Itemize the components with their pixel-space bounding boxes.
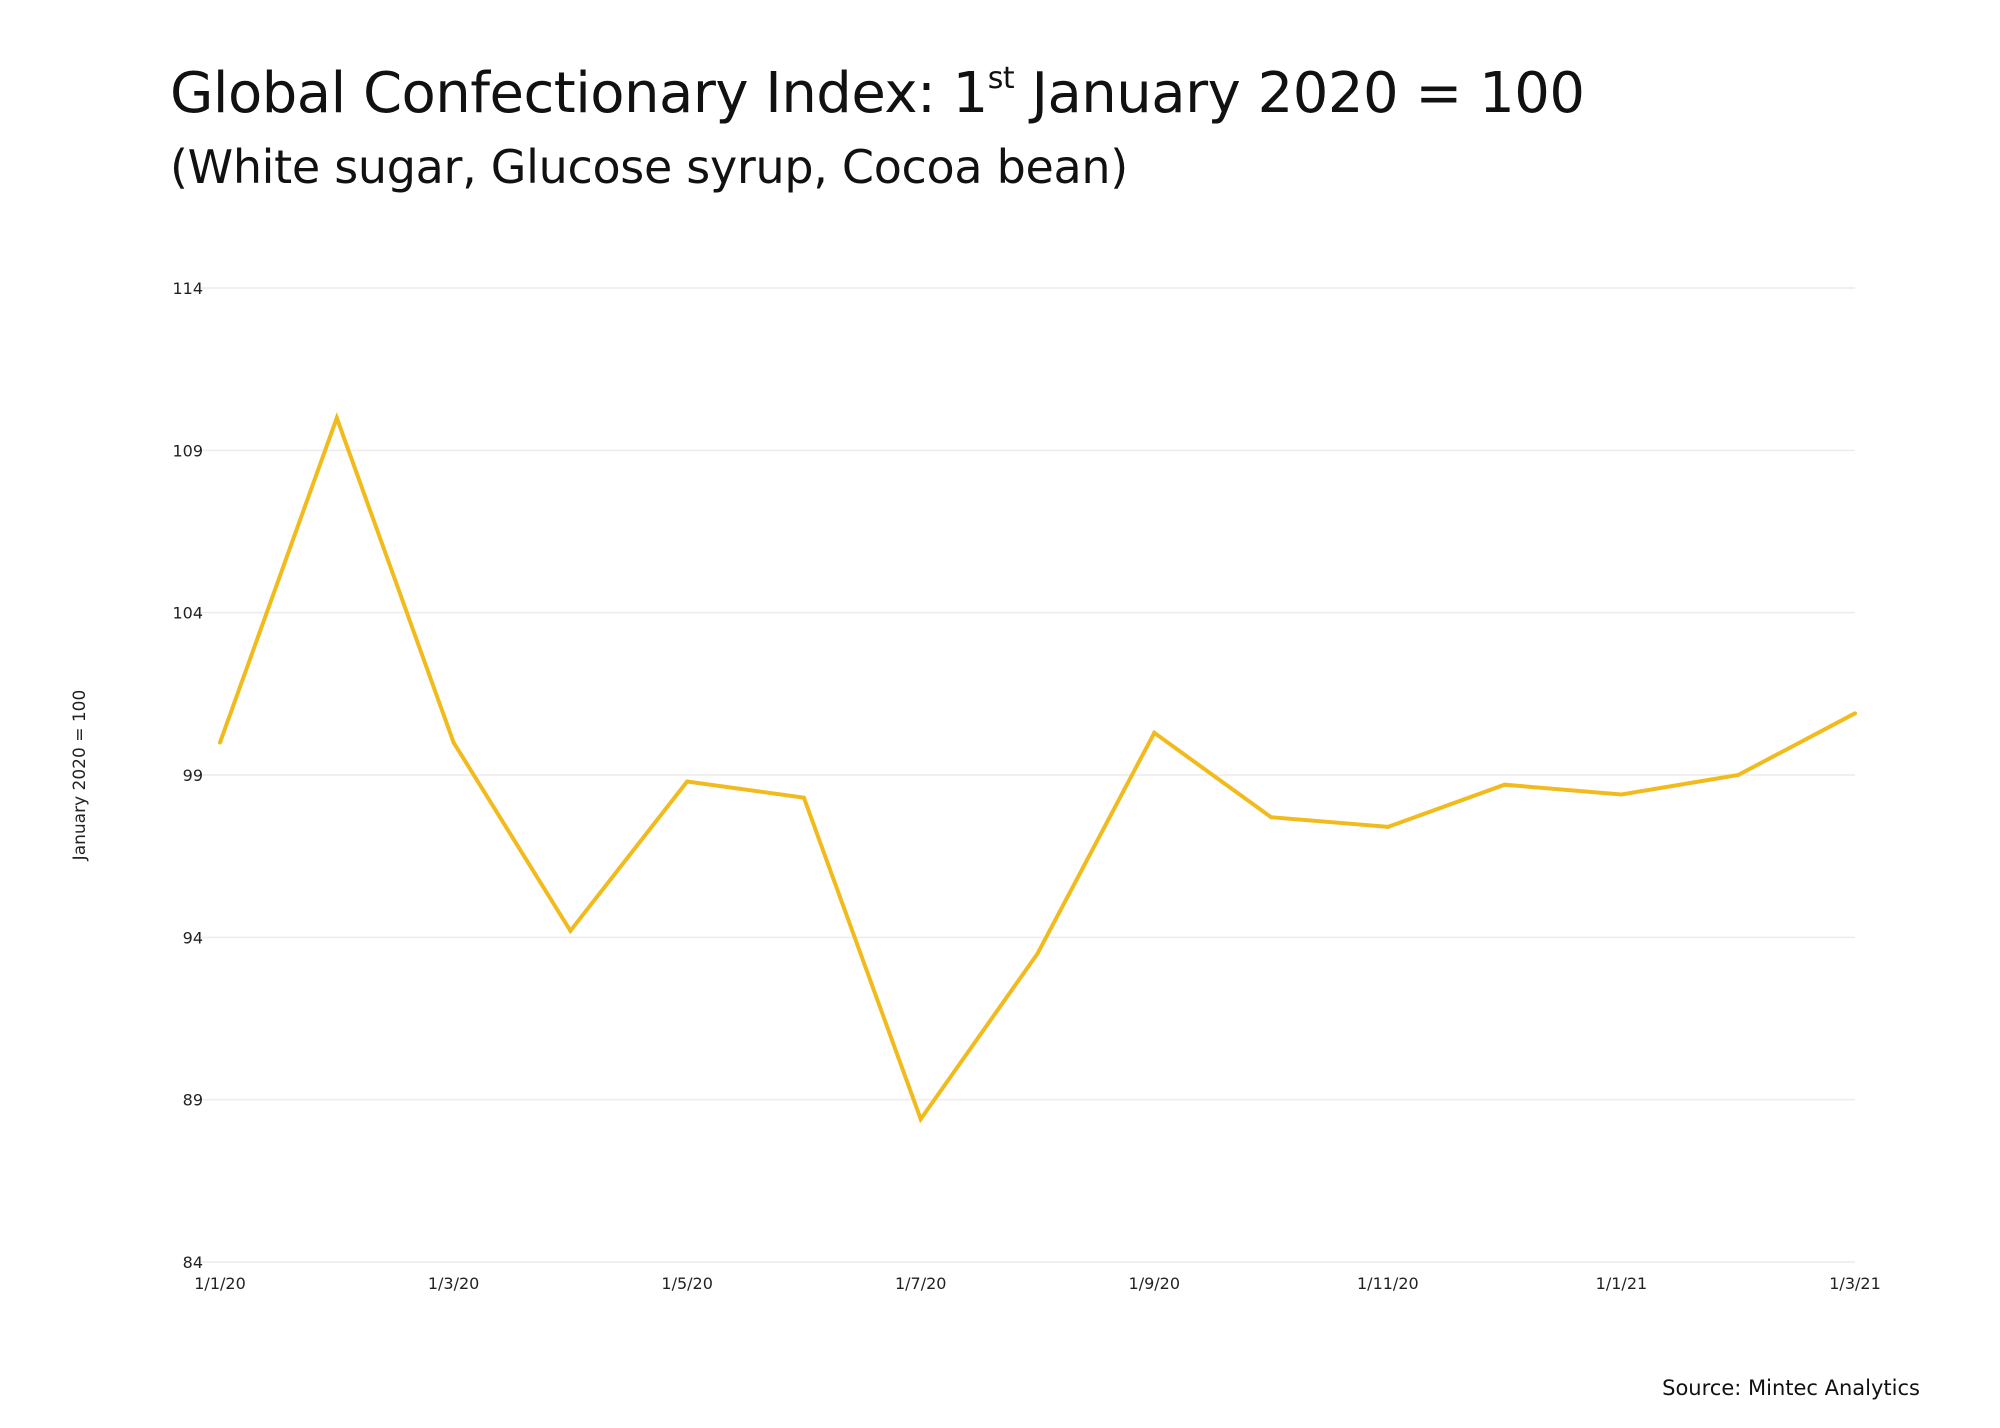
data-point <box>801 795 806 800</box>
y-tick-label: 114 <box>172 279 203 298</box>
data-point <box>1385 824 1390 829</box>
data-point <box>1853 711 1857 716</box>
chart-title: Global Confectionary Index: 1st January … <box>170 61 1585 126</box>
y-tick-label: 99 <box>183 766 203 785</box>
x-tick-label: 1/5/20 <box>661 1274 713 1293</box>
x-tick-label: 1/3/20 <box>428 1274 480 1293</box>
data-point <box>1619 792 1624 797</box>
series-layer <box>218 411 1857 1124</box>
data-point <box>568 928 573 933</box>
data-point <box>1502 782 1507 787</box>
data-point <box>1035 951 1040 956</box>
data-point <box>918 1117 923 1122</box>
data-point <box>1269 815 1274 820</box>
x-tick-label: 1/1/21 <box>1596 1274 1648 1293</box>
data-point <box>1736 773 1741 777</box>
series-line <box>218 411 1856 1124</box>
y-tick-label: 109 <box>172 441 203 460</box>
data-point <box>334 415 339 420</box>
x-tick-label: 1/7/20 <box>895 1274 947 1293</box>
data-point <box>218 740 222 745</box>
chart-subtitle: (White sugar, Glucose syrup, Cocoa bean) <box>170 140 1128 194</box>
y-tick-label: 104 <box>172 604 203 623</box>
x-tick-label: 1/3/21 <box>1829 1274 1881 1293</box>
x-tick-label: 1/9/20 <box>1129 1274 1181 1293</box>
y-tick-label: 89 <box>183 1091 203 1110</box>
data-point <box>1152 730 1157 735</box>
y-axis-ticks: 84 89 94 99 104 109 114 <box>172 279 203 1272</box>
x-axis-ticks: 1/1/20 1/3/20 1/5/20 1/7/20 1/9/20 1/11/20 1/1… <box>194 1274 1881 1293</box>
y-axis-label: January 2020 = 100 <box>70 690 90 862</box>
y-tick-label: 84 <box>183 1253 203 1272</box>
data-point <box>451 740 456 745</box>
source-note: Source: Mintec Analytics <box>1662 1376 1920 1400</box>
gridlines <box>198 287 1855 1263</box>
x-tick-label: 1/11/20 <box>1357 1274 1419 1293</box>
chart-title-superscript: st <box>987 61 1015 96</box>
chart-title-suffix: January 2020 = 100 <box>1014 61 1585 126</box>
x-tick-label: 1/1/20 <box>194 1274 246 1293</box>
chart-title-prefix: Global Confectionary Index: 1 <box>170 61 988 126</box>
y-tick-label: 94 <box>183 928 203 947</box>
data-point <box>685 779 690 784</box>
